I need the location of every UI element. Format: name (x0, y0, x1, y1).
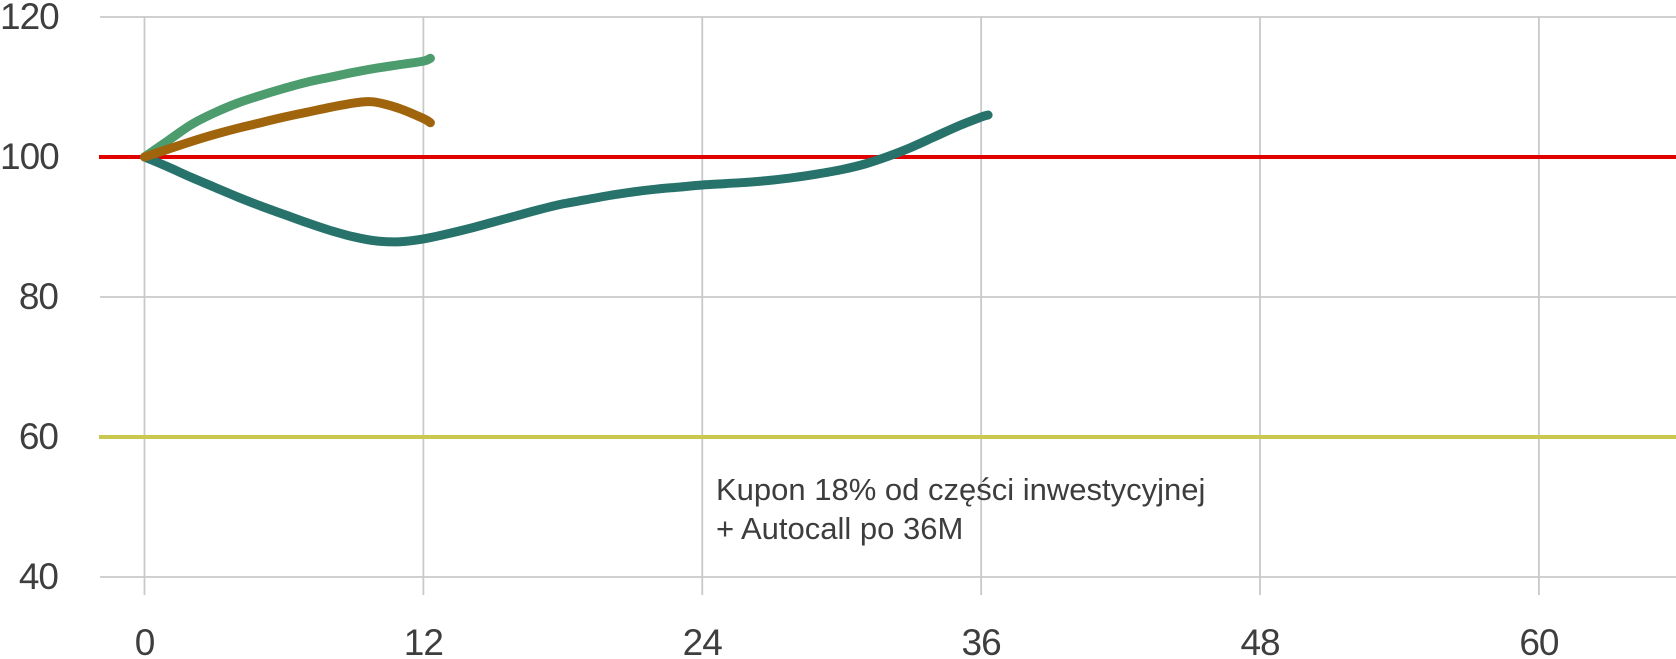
x-axis-label-12: 12 (403, 622, 444, 659)
y-axis-label-100: 100 (0, 136, 60, 177)
annotation-line-1: Kupon 18% od części inwestycyjnej (716, 472, 1206, 507)
x-axis-label-60: 60 (1519, 622, 1559, 659)
x-axis-label-36: 36 (961, 622, 1002, 659)
y-axis-label-40: 40 (18, 556, 59, 597)
chart-annotation: Kupon 18% od części inwestycyjnej + Auto… (716, 470, 1205, 548)
teal-line (140, 110, 993, 247)
y-axis-label-120: 120 (0, 0, 60, 37)
annotation-line-2: + Autocall po 36M (716, 511, 964, 546)
y-axis-label-60: 60 (18, 416, 59, 457)
y-axis-label-80: 80 (18, 276, 59, 317)
x-axis-label-48: 48 (1240, 622, 1280, 659)
brown-line (140, 97, 435, 162)
x-axis-label-24: 24 (682, 622, 723, 659)
x-axis-label-0: 0 (134, 622, 156, 659)
green-line (140, 53, 435, 162)
